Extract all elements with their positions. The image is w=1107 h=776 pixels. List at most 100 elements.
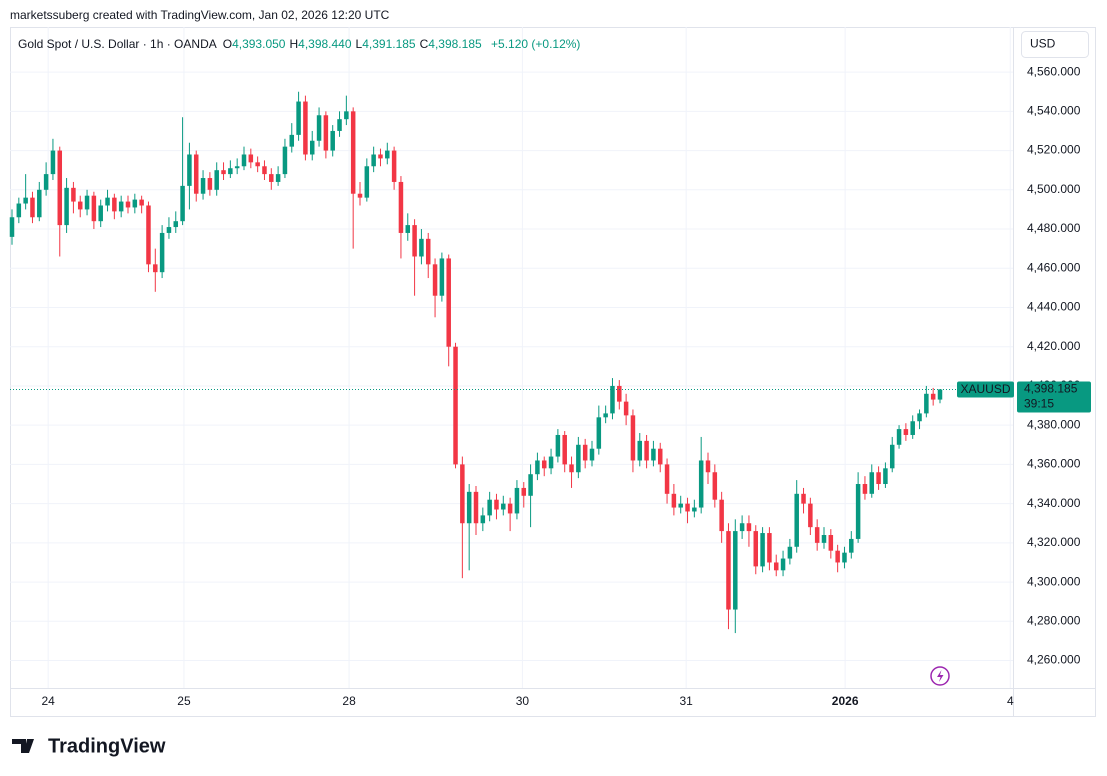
y-tick-label: 4,480.000 — [1027, 221, 1081, 235]
candle-body — [664, 464, 670, 494]
candle-body — [780, 558, 786, 571]
x-tick-label: 2026 — [832, 694, 859, 708]
candle-body — [262, 166, 267, 175]
candle-body — [9, 217, 15, 237]
candle-body — [234, 166, 240, 169]
candle-body — [153, 264, 158, 273]
ohlc-key: C — [419, 37, 429, 51]
ohlc-key: H — [289, 37, 299, 51]
candle-body — [385, 150, 390, 159]
logo-text: TradingView — [48, 735, 166, 757]
candle-body — [309, 140, 315, 155]
candle-body — [644, 440, 649, 461]
candle-body — [596, 417, 602, 449]
candle-body — [446, 258, 451, 347]
candle-body — [924, 393, 929, 414]
candle-body — [200, 178, 206, 194]
candle-body — [193, 154, 199, 194]
candle-body — [391, 150, 397, 182]
countdown: 39:15 — [1024, 397, 1054, 411]
candle-body — [84, 195, 90, 210]
candle-body — [105, 197, 110, 206]
candle-body — [917, 413, 922, 422]
candle-body — [316, 115, 322, 141]
candle-body — [398, 181, 404, 233]
candle-body — [603, 413, 608, 418]
y-tick-label: 4,440.000 — [1027, 300, 1081, 314]
candle-body — [378, 154, 383, 159]
lightning-glyph — [937, 670, 944, 682]
candle-body — [869, 472, 875, 494]
price-tag-bg — [1017, 381, 1091, 413]
y-tick-label: 4,340.000 — [1027, 496, 1081, 510]
candle-body — [228, 168, 233, 175]
candle-body — [501, 503, 506, 510]
ohlc-value: 4,398.185 — [428, 37, 482, 51]
candle-body — [582, 444, 588, 461]
candle-body — [862, 484, 868, 494]
candle-body — [808, 503, 813, 528]
candle-body — [159, 232, 165, 273]
y-tick-label: 4,420.000 — [1027, 339, 1081, 353]
candle-body — [548, 456, 554, 469]
currency: USD — [1030, 37, 1056, 51]
candle-body — [425, 238, 431, 265]
y-tick-label: 4,380.000 — [1027, 417, 1081, 431]
candle-body — [282, 146, 288, 175]
candle-body — [337, 119, 342, 131]
candle-body — [125, 201, 131, 208]
y-tick-label: 4,500.000 — [1027, 182, 1081, 196]
candle-body — [821, 535, 827, 543]
chart-frame — [10, 27, 1096, 717]
candle-body — [651, 448, 656, 461]
candle-body — [630, 415, 636, 461]
candle-body — [794, 493, 799, 547]
candle-body — [350, 111, 356, 194]
candle-body — [296, 101, 301, 135]
candle-body — [460, 464, 465, 524]
candle-body — [896, 429, 902, 445]
symbol-tag: XAUUSD — [960, 382, 1010, 396]
candle-body — [146, 205, 151, 265]
candle-body — [842, 552, 847, 563]
candle-body — [835, 550, 840, 563]
candle-body — [57, 150, 63, 226]
candle-body — [610, 385, 615, 414]
candle-body — [746, 523, 752, 532]
candle-body — [487, 499, 492, 516]
candle-body — [767, 533, 772, 563]
candle-body — [692, 507, 697, 512]
candle-body — [719, 499, 724, 532]
candle-body — [889, 444, 895, 469]
candle-body — [364, 166, 370, 198]
logo-mark — [12, 739, 34, 753]
candle-body — [98, 205, 103, 222]
candle-body — [528, 474, 533, 496]
legend-header: Gold Spot / U.S. Dollar · 1h · OANDA O4,3… — [18, 37, 580, 51]
price-tag: 4,398.185 — [1024, 382, 1078, 396]
candle-body — [733, 531, 738, 610]
symbol-tag-bg — [957, 381, 1014, 398]
candle-body — [323, 115, 329, 151]
candle-body — [221, 170, 226, 175]
candle-body — [241, 154, 247, 167]
candle-body — [405, 225, 411, 233]
candle-body — [671, 493, 677, 508]
candle-body — [698, 460, 704, 508]
candle-body — [480, 515, 486, 524]
candle-body — [930, 393, 936, 400]
candle-body — [521, 487, 527, 496]
y-tick-label: 4,360.000 — [1027, 457, 1081, 471]
candle-body — [303, 101, 308, 155]
candle-body — [883, 468, 888, 485]
candle-body — [705, 460, 711, 473]
candle-body — [112, 197, 117, 212]
candle-body — [589, 448, 595, 461]
currency-button[interactable] — [1021, 31, 1089, 58]
candle-body — [514, 487, 520, 514]
candle-body — [855, 484, 861, 539]
x-tick-label: 24 — [41, 694, 55, 708]
candle-body — [180, 185, 185, 222]
y-tick-label: 4,280.000 — [1027, 613, 1081, 627]
